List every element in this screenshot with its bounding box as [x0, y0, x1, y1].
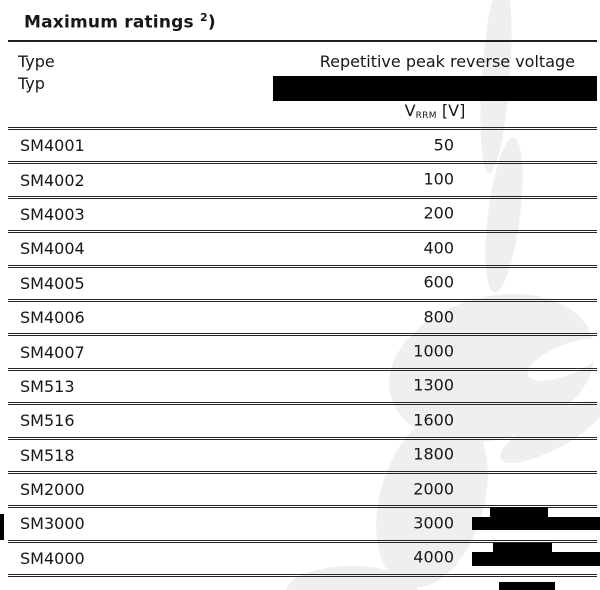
redaction-box: [273, 76, 597, 101]
table-row: SM4003 200: [8, 199, 597, 233]
voltage-cell: 800: [423, 307, 454, 326]
type-label-en: Type: [18, 51, 55, 73]
type-cell: SM4000: [8, 549, 85, 568]
voltage-cell: 1300: [413, 376, 454, 395]
datasheet-page: Maximum ratings 2) Type Typ Repetitive p…: [0, 0, 600, 590]
type-cell: SM4007: [8, 343, 85, 362]
redaction-box: [472, 552, 600, 566]
voltage-symbol-subscript: RRM: [416, 111, 437, 121]
column-header-type: Type Typ: [18, 51, 55, 95]
type-cell: SM4003: [8, 205, 85, 224]
type-cell: SM518: [8, 446, 75, 465]
table-content: Maximum ratings 2) Type Typ Repetitive p…: [0, 0, 600, 590]
voltage-cell: 400: [423, 239, 454, 258]
voltage-cell: 4000: [413, 548, 454, 567]
type-cell: SM2000: [8, 480, 85, 499]
voltage-cell: 50: [434, 135, 454, 154]
voltage-cell: 1000: [413, 342, 454, 361]
voltage-cell: 1600: [413, 411, 454, 430]
type-cell: SM4004: [8, 239, 85, 258]
table-row: SM4002 100: [8, 164, 597, 198]
table-row: SM4007 1000: [8, 336, 597, 370]
voltage-cell: 3000: [413, 514, 454, 533]
type-cell: SM513: [8, 377, 75, 396]
table-row: SM2000 2000: [8, 474, 597, 508]
voltage-cell: 100: [423, 170, 454, 189]
table-row: SM513 1300: [8, 371, 597, 405]
voltage-cell: 200: [423, 204, 454, 223]
footnote-ref: 2: [200, 11, 208, 24]
column-header-voltage: Repetitive peak reverse voltage: [320, 52, 575, 71]
redaction-box: [0, 514, 4, 540]
page-title-text: Maximum ratings: [24, 13, 194, 33]
table-row: SM518 1800: [8, 440, 597, 474]
type-cell: SM4001: [8, 136, 85, 155]
voltage-unit-bracket: [V]: [437, 101, 466, 120]
footnote-suffix: ): [208, 13, 216, 33]
type-cell: SM3000: [8, 514, 85, 533]
type-label-de: Typ: [18, 73, 55, 95]
type-cell: SM4002: [8, 171, 85, 190]
voltage-cell: 1800: [413, 445, 454, 464]
voltage-unit-label: VRRM [V]: [273, 101, 597, 121]
redaction-box: [499, 582, 555, 590]
title-rule: [8, 40, 597, 42]
table-row: SM4004 400: [8, 233, 597, 267]
table-row: SM4001 50: [8, 130, 597, 164]
type-cell: SM4005: [8, 274, 85, 293]
voltage-cell: 2000: [413, 479, 454, 498]
voltage-cell: 600: [423, 273, 454, 292]
table-row: SM516 1600: [8, 405, 597, 439]
redaction-box: [472, 517, 600, 530]
table-row: SM4005 600: [8, 268, 597, 302]
type-cell: SM4006: [8, 308, 85, 327]
voltage-symbol: V: [405, 101, 416, 120]
table-row: SM4006 800: [8, 302, 597, 336]
type-cell: SM516: [8, 411, 75, 430]
page-title: Maximum ratings 2): [24, 11, 216, 33]
